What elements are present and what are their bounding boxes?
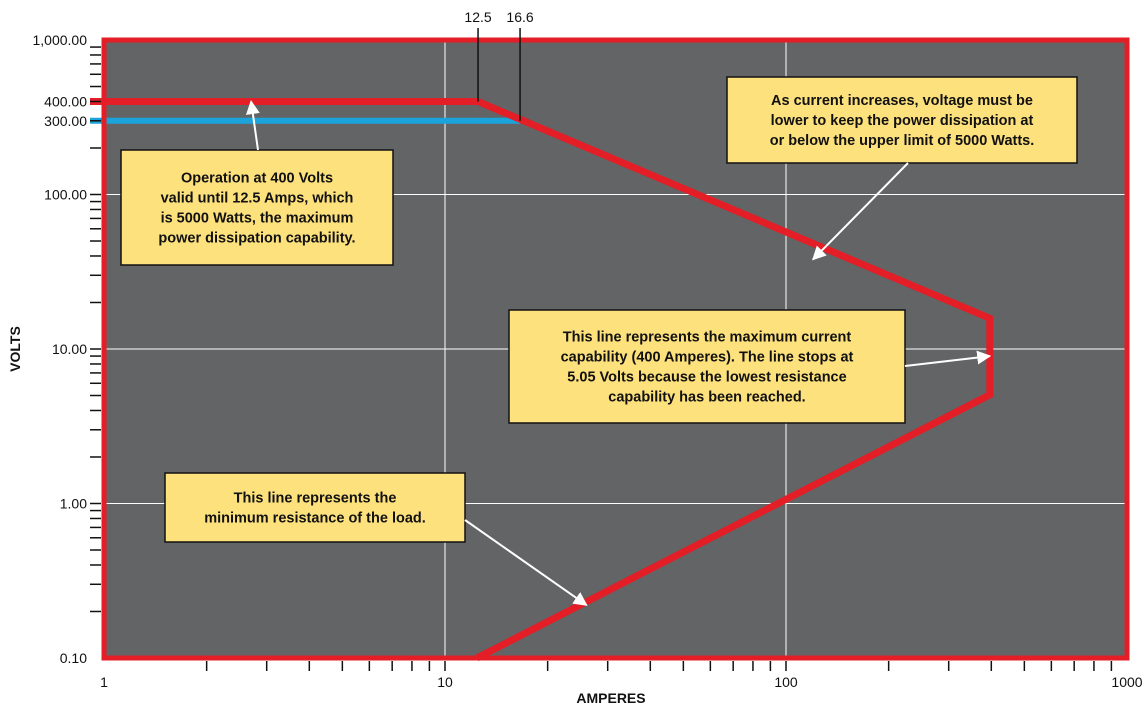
callout-text-line: This line represents the maximum current [563,330,852,346]
callout-text-line: minimum resistance of the load. [204,511,426,527]
callout-text-line: is 5000 Watts, the maximum [161,211,354,227]
callout-3: This line represents the maximum current… [508,309,992,424]
callout-text-line: 5.05 Volts because the lowest resistance [567,370,846,386]
x-tick-label: 10 [437,674,453,690]
y-tick-label: 1,000.00 [33,32,88,48]
callout-box [726,76,1078,164]
callout-text-line: lower to keep the power dissipation at [771,113,1034,129]
callout-text-line: This line represents the [234,491,397,507]
y-axis-title: VOLTS [7,326,23,372]
callout-2: As current increases, voltage must be low… [726,76,1078,261]
callout-box [120,149,394,266]
callout-arrow [904,350,992,367]
callout-text-line: Operation at 400 Volts [181,171,333,187]
y-tick-label: 300.00 [44,113,87,129]
callout-arrow [464,519,588,606]
y-tick-label: 400.00 [44,93,87,109]
callout-box [164,472,466,543]
y-tick-label: 1.00 [60,496,87,512]
callout-text-line: power dissipation capability. [158,231,355,247]
y-tick-label: 100.00 [44,187,87,203]
callout-arrow [245,100,260,151]
callout-text-line: or below the upper limit of 5000 Watts. [770,133,1035,149]
callout-4: This line represents the minimum resistan… [164,472,588,606]
y-tick-label: 10.00 [52,341,87,357]
x-axis-title: AMPERES [576,690,645,706]
callout-text-line: valid until 12.5 Amps, which [161,191,354,207]
x-tick-label: 100 [774,674,798,690]
callout-text-line: capability (400 Amperes). The line stops… [561,350,854,366]
x-tick-label: 1000 [1111,674,1142,690]
top-marker-label: 16.6 [506,9,533,25]
callout-1: Operation at 400 Volts valid until 12.5 A… [120,100,394,266]
series-layer [90,98,994,662]
callout-box [508,309,906,424]
axes: 1 10 100 1000 0.10 1.00 10.00 100.00 300.00 400.0… [33,9,1143,690]
annotations: Operation at 400 Volts valid until 12.5 A… [120,76,1078,606]
callout-arrow [812,162,909,261]
x-tick-label: 1 [100,674,108,690]
y-tick-label: 0.10 [60,650,87,666]
plot-frame [101,37,1130,661]
top-marker-label: 12.5 [464,9,491,25]
callout-text-line: As current increases, voltage must be [771,93,1033,109]
series-line-limit [90,98,994,662]
callout-text-line: capability has been reached. [608,390,805,406]
